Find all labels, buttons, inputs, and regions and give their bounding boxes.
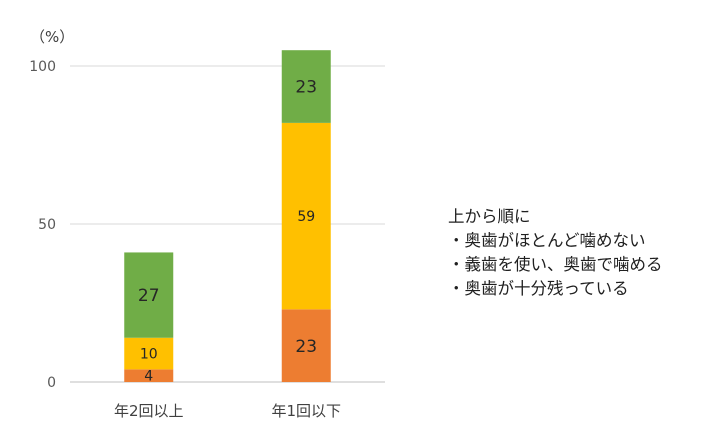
bar-segment [281,309,331,382]
data-label: 10 [140,347,158,363]
legend-note: 上から順に ・奥歯がほとんど噛めない ・義歯を使い、奥歯で噛める ・奥歯が十分残… [448,205,663,301]
bar-segment [281,122,331,310]
legend-item-1: ・奥歯がほとんど噛めない [448,231,646,250]
bars: 4 10 27 23 59 23 [124,50,331,385]
legend-item-3: ・奥歯が十分残っている [448,279,629,298]
y-tick-label: 50 [38,217,56,233]
data-label: 27 [138,286,160,306]
data-label: 23 [295,337,317,357]
x-tick-labels: 年2回以上 年1回以下 [114,402,341,420]
gridlines [70,65,385,383]
x-tick-label: 年2回以上 [114,402,184,420]
y-tick-labels: 0 50 100 [29,59,56,391]
y-unit-label: （%） [30,28,75,46]
bar-segment [124,252,174,338]
data-label: 23 [295,78,317,98]
y-tick-label: 100 [29,59,56,75]
x-tick-label: 年1回以下 [271,402,341,420]
data-label: 4 [144,369,153,385]
bar-segment [281,50,331,123]
legend-title: 上から順に [448,207,531,226]
data-label: 59 [297,209,315,225]
bar-segment [124,337,174,370]
bar-segment [124,369,174,382]
y-tick-label: 0 [47,375,56,391]
legend-item-2: ・義歯を使い、奥歯で噛める [448,255,663,274]
